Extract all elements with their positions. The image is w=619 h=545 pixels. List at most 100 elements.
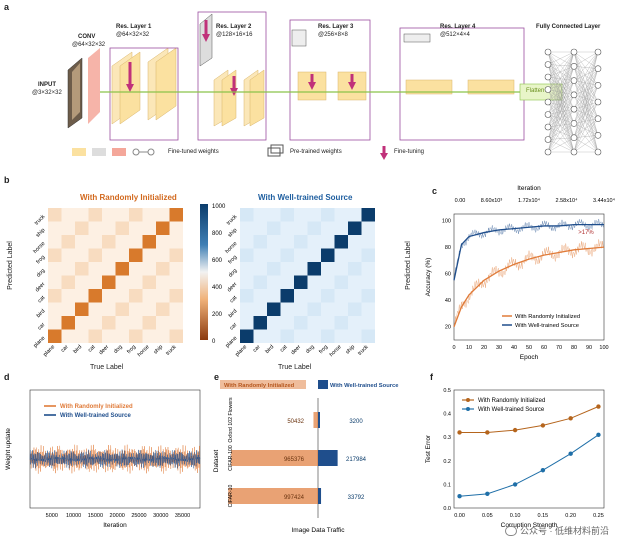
cm-cell: [294, 262, 308, 276]
cm-cell: [169, 221, 183, 235]
accuracy-chart: Iteration 0.00 8.60x10³ 1.72x10⁴ 2.58x10⁴ 3.4…: [425, 185, 616, 361]
cm-cell: [240, 275, 254, 289]
y-axis-label: Dataset: [213, 450, 220, 473]
fc-neuron: [594, 48, 602, 56]
fc-neuron: [544, 98, 552, 106]
fc-neuron: [544, 61, 552, 68]
cm-cell: [361, 329, 375, 343]
cm-cell: [61, 208, 75, 222]
cm-cell: [61, 302, 75, 316]
input-dim: @3×32×32: [32, 90, 62, 96]
res-layer-2-blocks: [197, 11, 267, 141]
cm-cell: [102, 221, 116, 235]
cm-cell: [156, 316, 170, 330]
bar-random: [231, 450, 318, 466]
x-tick: 0.00: [454, 513, 465, 519]
cm-cell: [156, 302, 170, 316]
cm-cell: [88, 208, 102, 222]
panel-label-c: c: [432, 186, 438, 196]
cm-cell: [321, 221, 335, 235]
cm-cell: [48, 262, 62, 276]
cm-cell: [307, 329, 321, 343]
cm-cell: [321, 262, 335, 276]
y-tick: 0.1: [443, 482, 451, 488]
cm-cell: [253, 289, 267, 303]
legend-swatch: [220, 380, 306, 389]
res3-dim: @256×8×8: [318, 32, 348, 38]
cm-cell: [294, 221, 308, 235]
cm-cell: [267, 208, 281, 222]
plot-frame: [453, 389, 605, 509]
watermark: 公众号 · 低维材料前沿: [505, 524, 609, 537]
colorbar-tick: 1000: [212, 204, 226, 210]
cm-cell: [102, 302, 116, 316]
cm-cell: [307, 262, 321, 276]
legend-pretrained-label: Pre-trained weights: [290, 149, 342, 155]
cm-cell: [307, 208, 321, 222]
cm-cell: [334, 221, 348, 235]
cm-cell: [75, 248, 89, 262]
cm-cell: [75, 235, 89, 249]
cm-cell: [321, 208, 335, 222]
cm-cell: [61, 248, 75, 262]
cm-cell: [280, 248, 294, 262]
series-line: [29, 449, 201, 469]
cm-cell: [48, 329, 62, 343]
cm-cell: [156, 235, 170, 249]
cm-cell: [115, 262, 129, 276]
input-image: [67, 57, 83, 129]
cm-cell: [102, 208, 116, 222]
y-tick: 80: [445, 245, 451, 251]
cm-cell: [348, 221, 362, 235]
cm-cell: [115, 316, 129, 330]
x-axis-label: Iteration: [103, 522, 127, 529]
cm-cell: [61, 235, 75, 249]
cm-cell: [61, 262, 75, 276]
cm-cell: [169, 302, 183, 316]
cm-cell: [348, 329, 362, 343]
cm-cell: [61, 329, 75, 343]
cm-x-tick: ship: [153, 344, 164, 355]
data-point: [568, 416, 573, 421]
cm-cell: [115, 208, 129, 222]
cm-cell: [142, 221, 156, 235]
y-axis-label: Accuracy (%): [425, 258, 432, 297]
panel-label-f: f: [430, 372, 433, 382]
cm-cell: [61, 289, 75, 303]
architecture-diagram: [67, 11, 602, 160]
cm-cell: [75, 208, 89, 222]
cm-cell: [307, 235, 321, 249]
y-tick: 0.0: [443, 506, 451, 512]
colorbar-tick: 400: [212, 285, 223, 291]
fc-neuron: [570, 77, 578, 84]
cm-y-tick: bird: [36, 308, 47, 319]
cm-cell: [88, 235, 102, 249]
cm-cell: [142, 289, 156, 303]
legend-label: With Well-trained Source: [60, 413, 132, 419]
cm-cell: [253, 329, 267, 343]
cm-cell: [102, 275, 116, 289]
fc-neuron: [594, 65, 602, 72]
res4-title: Res. Layer 4: [440, 24, 476, 30]
cm-cell: [253, 208, 267, 222]
cm-cell: [129, 248, 143, 262]
bar-pretrained: [318, 412, 320, 428]
fc-neuron: [594, 98, 602, 106]
category-label: CIFAR-10: [228, 485, 234, 508]
x-tick: 30000: [153, 513, 168, 519]
cm-cell: [280, 275, 294, 289]
cm-cell: [321, 302, 335, 316]
fc-title: Fully Connected Layer: [536, 24, 601, 30]
cm-cell: [334, 262, 348, 276]
cm-cell: [169, 235, 183, 249]
data-point: [457, 430, 462, 435]
cm-cell: [321, 329, 335, 343]
cm-cell: [142, 262, 156, 276]
cm-cell: [61, 316, 75, 330]
cm-cell: [75, 262, 89, 276]
fc-neuron: [544, 148, 552, 156]
top-axis-label: Iteration: [517, 185, 541, 192]
cm-cell: [334, 316, 348, 330]
y-tick: 100: [442, 219, 451, 225]
